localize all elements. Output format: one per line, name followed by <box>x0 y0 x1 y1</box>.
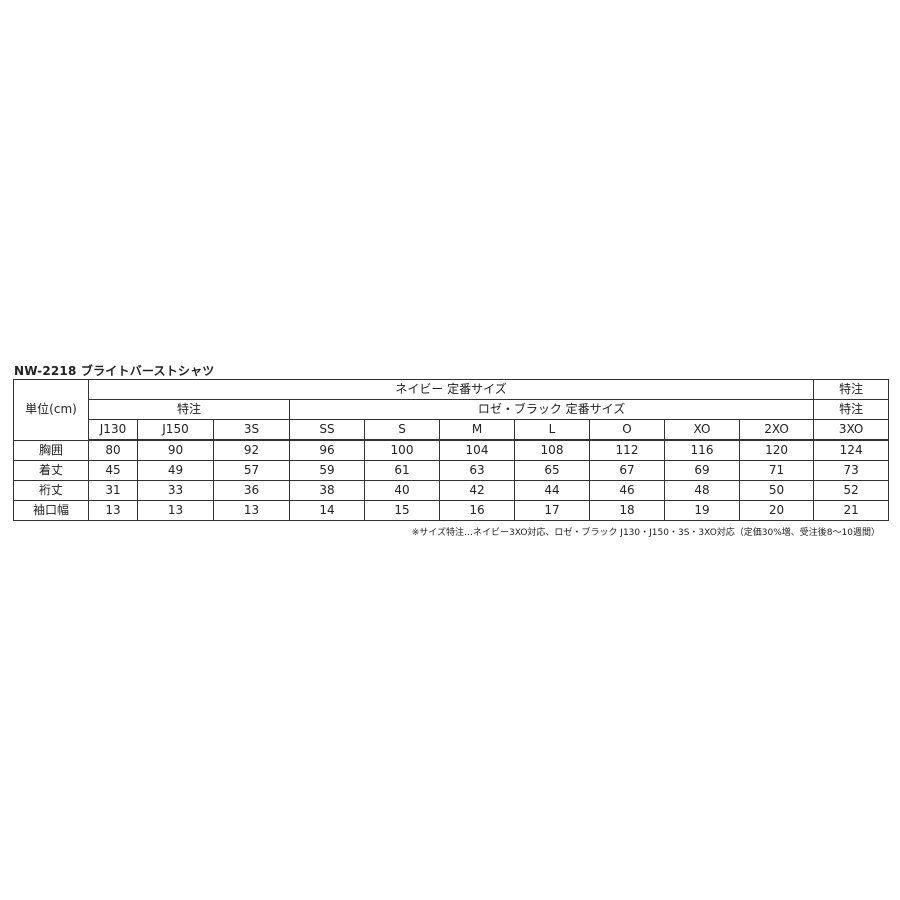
navy-header: ネイビー 定番サイズ <box>87 379 815 400</box>
table-row: 着丈 45 49 57 59 61 63 65 67 69 71 73 <box>13 460 890 481</box>
product-title: NW-2218 ブライトバーストシャツ <box>14 364 215 378</box>
cell-value: 40 <box>364 480 440 501</box>
cell-value: 31 <box>88 480 138 501</box>
size-header: O <box>589 419 665 441</box>
table-row: 裄丈 31 33 36 38 40 42 44 46 48 50 52 <box>13 480 890 501</box>
special-right-header: 特注 <box>813 399 890 420</box>
special-left-header: 特注 <box>88 399 290 420</box>
cell-value: 63 <box>439 460 515 481</box>
cell-value: 69 <box>664 460 740 481</box>
size-table: 単位(cm) ネイビー 定番サイズ 特注 特注 ロゼ・ブラック 定番サイズ 特注… <box>13 379 890 521</box>
size-header: L <box>514 419 590 441</box>
footnote: ※サイズ特注…ネイビー3XO対応、ロゼ・ブラック J130・J150・3S・3X… <box>411 528 880 538</box>
size-header: S <box>364 419 440 441</box>
row-label: 着丈 <box>13 460 89 481</box>
size-header: SS <box>289 419 365 441</box>
cell-value: 90 <box>137 439 214 461</box>
cell-value: 20 <box>738 500 815 521</box>
cell-value: 80 <box>88 439 138 461</box>
cell-value: 21 <box>813 500 890 521</box>
cell-value: 48 <box>664 480 740 501</box>
size-header: J150 <box>137 419 214 441</box>
cell-value: 104 <box>439 439 515 461</box>
cell-value: 33 <box>137 480 214 501</box>
size-header: XO <box>664 419 740 441</box>
cell-value: 13 <box>213 500 290 521</box>
cell-value: 38 <box>289 480 365 501</box>
unit-label: 単位(cm) <box>13 379 89 441</box>
cell-value: 14 <box>289 500 365 521</box>
cell-value: 16 <box>439 500 515 521</box>
row-label: 胸囲 <box>13 439 89 461</box>
cell-value: 124 <box>813 439 890 461</box>
cell-value: 46 <box>589 480 665 501</box>
size-header: 3S <box>213 419 290 441</box>
cell-value: 52 <box>813 480 890 501</box>
cell-value: 92 <box>213 439 290 461</box>
size-header: 3XO <box>813 419 890 441</box>
table-row: 袖口幅 13 13 13 14 15 16 17 18 19 20 21 <box>13 500 890 521</box>
cell-value: 57 <box>213 460 290 481</box>
cell-value: 13 <box>137 500 214 521</box>
cell-value: 73 <box>813 460 890 481</box>
cell-value: 61 <box>364 460 440 481</box>
cell-value: 19 <box>664 500 740 521</box>
size-header: J130 <box>88 419 138 441</box>
cell-value: 17 <box>514 500 590 521</box>
cell-value: 116 <box>664 439 740 461</box>
cell-value: 100 <box>364 439 440 461</box>
special-header: 特注 <box>813 379 890 400</box>
cell-value: 71 <box>738 460 815 481</box>
cell-value: 96 <box>289 439 365 461</box>
rose-black-header: ロゼ・ブラック 定番サイズ <box>288 399 815 420</box>
cell-value: 59 <box>289 460 365 481</box>
cell-value: 67 <box>589 460 665 481</box>
cell-value: 108 <box>514 439 590 461</box>
cell-value: 112 <box>589 439 665 461</box>
size-header: 2XO <box>738 419 815 441</box>
cell-value: 15 <box>364 500 440 521</box>
cell-value: 44 <box>514 480 590 501</box>
cell-value: 120 <box>738 439 815 461</box>
row-label: 裄丈 <box>13 480 89 501</box>
row-label: 袖口幅 <box>13 500 89 521</box>
cell-value: 65 <box>514 460 590 481</box>
table-row: 胸囲 80 90 92 96 100 104 108 112 116 120 124 <box>13 439 890 461</box>
size-header: M <box>439 419 515 441</box>
cell-value: 50 <box>738 480 815 501</box>
cell-value: 36 <box>213 480 290 501</box>
cell-value: 18 <box>589 500 665 521</box>
cell-value: 42 <box>439 480 515 501</box>
cell-value: 49 <box>137 460 214 481</box>
cell-value: 45 <box>88 460 138 481</box>
cell-value: 13 <box>88 500 138 521</box>
